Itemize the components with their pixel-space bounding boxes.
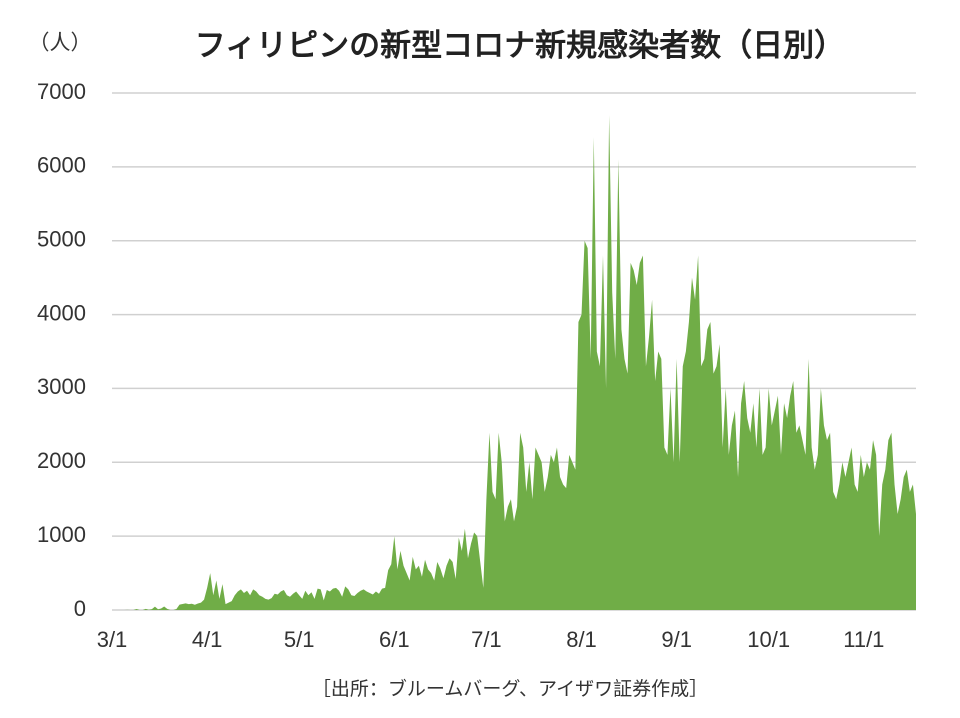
y-tick-label: 7000 [37,79,86,104]
x-tick-label: 10/1 [747,627,790,652]
y-tick-label: 3000 [37,374,86,399]
x-tick-label: 3/1 [97,627,128,652]
y-tick-label: 4000 [37,300,86,325]
x-tick-label: 5/1 [284,627,315,652]
x-tick-label: 9/1 [661,627,692,652]
area [112,115,916,610]
x-tick-label: 8/1 [566,627,597,652]
source-note: ［出所：ブルームバーグ、アイザワ証券作成］ [312,677,708,700]
x-tick-label: 6/1 [379,627,410,652]
x-tick-label: 11/1 [843,627,884,652]
y-tick-label: 5000 [37,227,86,252]
chart-title: フィリピンの新型コロナ新規感染者数（日別） [195,28,845,63]
y-axis-label: （人） [29,32,92,55]
y-tick-label: 2000 [37,448,86,473]
y-tick-label: 0 [74,596,86,621]
y-tick-label: 1000 [37,522,86,547]
x-tick-label: 4/1 [192,627,223,652]
y-tick-label: 6000 [37,153,86,178]
x-tick-label: 7/1 [471,627,502,652]
